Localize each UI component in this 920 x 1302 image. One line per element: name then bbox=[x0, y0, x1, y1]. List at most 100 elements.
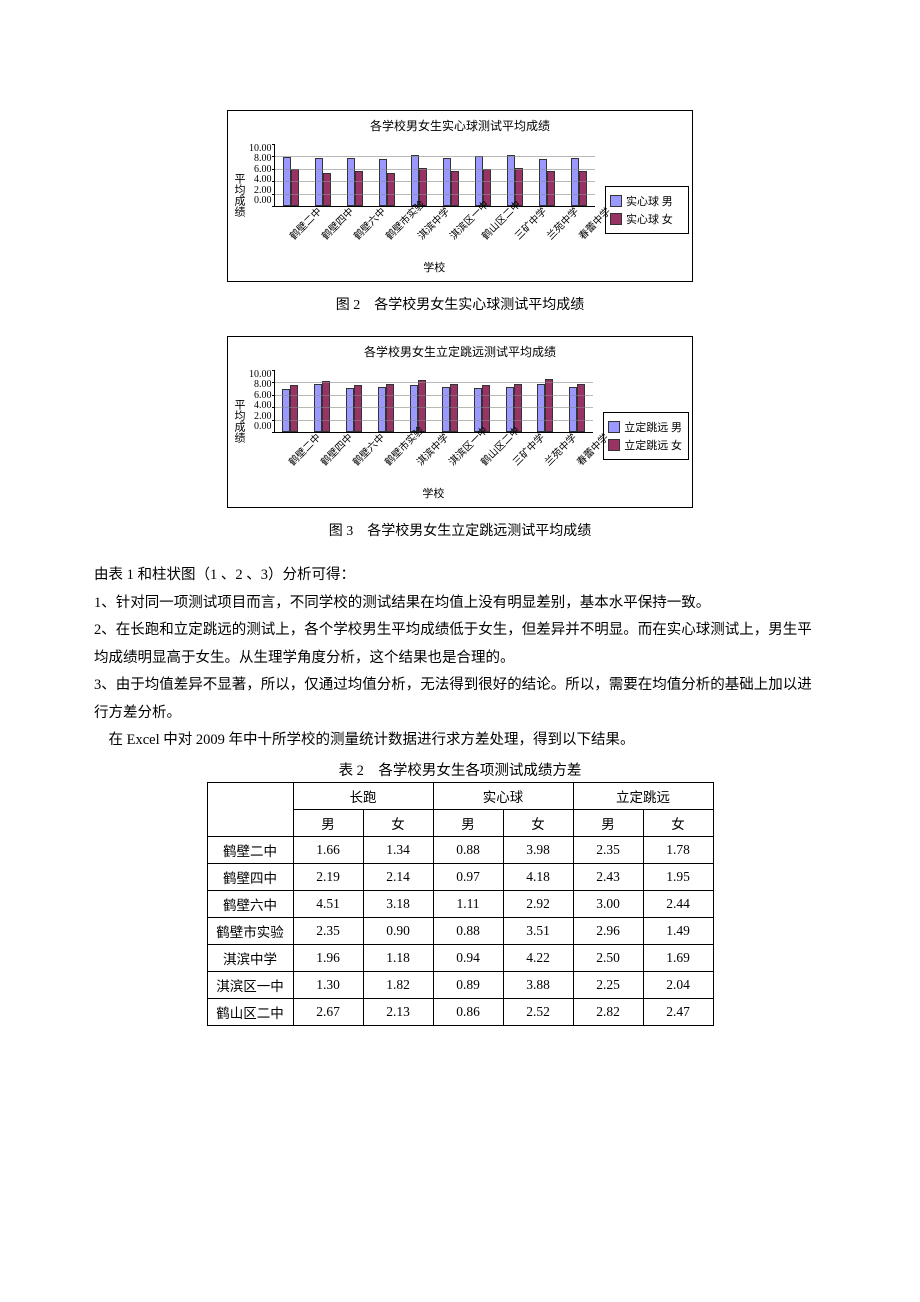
bar-group bbox=[539, 144, 555, 206]
table-corner-cell bbox=[207, 782, 293, 836]
value-cell: 0.88 bbox=[433, 836, 503, 863]
value-cell: 1.66 bbox=[293, 836, 363, 863]
value-cell: 2.13 bbox=[363, 998, 433, 1025]
bar bbox=[451, 171, 459, 206]
x-label: 淇滨中学 bbox=[413, 452, 429, 468]
value-cell: 2.35 bbox=[573, 836, 643, 863]
bar bbox=[547, 171, 555, 206]
table-sub-header: 男 bbox=[433, 809, 503, 836]
value-cell: 2.96 bbox=[573, 917, 643, 944]
value-cell: 3.00 bbox=[573, 890, 643, 917]
x-label: 鹤壁六中 bbox=[349, 452, 365, 468]
row-name-cell: 鹤壁六中 bbox=[207, 890, 293, 917]
value-cell: 1.34 bbox=[363, 836, 433, 863]
x-label: 三矿中学 bbox=[509, 452, 525, 468]
bar-group bbox=[282, 370, 298, 432]
bar-group bbox=[283, 144, 299, 206]
value-cell: 1.69 bbox=[643, 944, 713, 971]
table-sub-header: 女 bbox=[363, 809, 433, 836]
bar bbox=[379, 159, 387, 206]
row-name-cell: 鹤壁四中 bbox=[207, 863, 293, 890]
chart-2-legend: 实心球 男实心球 女 bbox=[605, 186, 689, 234]
value-cell: 2.47 bbox=[643, 998, 713, 1025]
table-row: 淇滨区一中1.301.820.893.882.252.04 bbox=[207, 971, 713, 998]
legend-item: 实心球 男 bbox=[610, 193, 682, 209]
value-cell: 4.18 bbox=[503, 863, 573, 890]
bar bbox=[290, 385, 298, 432]
value-cell: 3.98 bbox=[503, 836, 573, 863]
bar-group bbox=[315, 144, 331, 206]
value-cell: 2.19 bbox=[293, 863, 363, 890]
value-cell: 2.67 bbox=[293, 998, 363, 1025]
bar bbox=[569, 387, 577, 432]
x-label: 鹤山区二中 bbox=[478, 226, 494, 242]
variance-table: 长跑 实心球 立定跳远 男 女 男 女 男 女 鹤壁二中1.661.340.88… bbox=[207, 782, 714, 1026]
value-cell: 2.92 bbox=[503, 890, 573, 917]
bar bbox=[387, 173, 395, 206]
table-row: 鹤壁四中2.192.140.974.182.431.95 bbox=[207, 863, 713, 890]
value-cell: 2.50 bbox=[573, 944, 643, 971]
chart-2-y-label: 平均成绩 bbox=[231, 173, 249, 247]
bar-group bbox=[346, 370, 362, 432]
value-cell: 2.82 bbox=[573, 998, 643, 1025]
legend-label: 实心球 男 bbox=[626, 193, 673, 209]
table-row: 淇滨中学1.961.180.944.222.501.69 bbox=[207, 944, 713, 971]
value-cell: 0.94 bbox=[433, 944, 503, 971]
bar bbox=[378, 387, 386, 432]
bar-group bbox=[507, 144, 523, 206]
analysis-intro: 由表 1 和柱状图（1 、2 、3）分析可得： bbox=[94, 562, 826, 590]
legend-swatch bbox=[608, 421, 620, 433]
chart-3-y-ticks: 10.008.006.004.002.000.00 bbox=[249, 370, 274, 432]
x-label: 鹤壁四中 bbox=[317, 452, 333, 468]
bar-group bbox=[410, 370, 426, 432]
bar bbox=[545, 379, 553, 432]
value-cell: 1.96 bbox=[293, 944, 363, 971]
chart-2-y-ticks: 10.008.006.004.002.000.00 bbox=[249, 144, 274, 206]
bar-group bbox=[411, 144, 427, 206]
x-label: 鹤壁四中 bbox=[317, 226, 333, 242]
x-label: 兰苑中学 bbox=[541, 452, 557, 468]
bar bbox=[410, 385, 418, 432]
value-cell: 2.04 bbox=[643, 971, 713, 998]
value-cell: 1.49 bbox=[643, 917, 713, 944]
value-cell: 3.51 bbox=[503, 917, 573, 944]
chart-2-plot-area bbox=[274, 144, 596, 207]
value-cell: 3.88 bbox=[503, 971, 573, 998]
table-sub-header: 女 bbox=[503, 809, 573, 836]
value-cell: 0.89 bbox=[433, 971, 503, 998]
table-group-header: 实心球 bbox=[433, 782, 573, 809]
row-name-cell: 鹤壁二中 bbox=[207, 836, 293, 863]
table-group-header: 长跑 bbox=[293, 782, 433, 809]
value-cell: 1.11 bbox=[433, 890, 503, 917]
bar bbox=[355, 171, 363, 206]
x-label: 鹤山区二中 bbox=[477, 452, 493, 468]
bar-group bbox=[475, 144, 491, 206]
x-label: 三矿中学 bbox=[510, 226, 526, 242]
x-label: 淇滨区一中 bbox=[445, 452, 461, 468]
value-cell: 0.97 bbox=[433, 863, 503, 890]
value-cell: 3.18 bbox=[363, 890, 433, 917]
bar-group bbox=[314, 370, 330, 432]
value-cell: 1.82 bbox=[363, 971, 433, 998]
bar-group bbox=[474, 370, 490, 432]
bar bbox=[506, 387, 514, 432]
row-name-cell: 鹤山区二中 bbox=[207, 998, 293, 1025]
bar-group bbox=[569, 370, 585, 432]
analysis-text: 由表 1 和柱状图（1 、2 、3）分析可得： 1、针对同一项测试项目而言，不同… bbox=[94, 562, 826, 755]
analysis-point-1: 1、针对同一项测试项目而言，不同学校的测试结果在均值上没有明显差别，基本水平保持… bbox=[94, 590, 826, 618]
analysis-point-2: 2、在长跑和立定跳远的测试上，各个学校男生平均成绩低于女生，但差异并不明显。而在… bbox=[94, 617, 826, 672]
value-cell: 1.18 bbox=[363, 944, 433, 971]
analysis-point-3: 3、由于均值差异不显著，所以，仅通过均值分析，无法得到很好的结论。所以，需要在均… bbox=[94, 672, 826, 727]
x-label: 鹤壁二中 bbox=[285, 452, 301, 468]
table-sub-header: 女 bbox=[643, 809, 713, 836]
bar bbox=[291, 169, 299, 206]
chart-3-x-labels: 鹤壁二中鹤壁四中鹤壁六中鹤壁市实验淇滨中学淇滨区一中鹤山区二中三矿中学兰苑中学春… bbox=[274, 436, 594, 451]
value-cell: 2.44 bbox=[643, 890, 713, 917]
bar-group bbox=[378, 370, 394, 432]
chart-2-x-label: 学校 bbox=[274, 259, 596, 275]
value-cell: 4.22 bbox=[503, 944, 573, 971]
value-cell: 1.95 bbox=[643, 863, 713, 890]
bar bbox=[539, 159, 547, 206]
chart-3-plot-area bbox=[274, 370, 594, 433]
value-cell: 2.43 bbox=[573, 863, 643, 890]
